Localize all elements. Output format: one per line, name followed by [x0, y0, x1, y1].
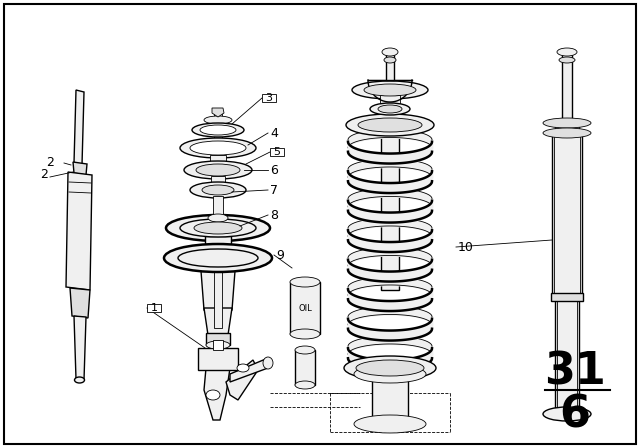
- Polygon shape: [226, 360, 258, 400]
- Polygon shape: [212, 108, 224, 117]
- Bar: [213, 196, 223, 218]
- Text: 3: 3: [266, 93, 273, 103]
- Ellipse shape: [206, 341, 230, 349]
- Ellipse shape: [543, 407, 591, 421]
- Polygon shape: [200, 258, 236, 310]
- Ellipse shape: [190, 141, 246, 155]
- Polygon shape: [74, 316, 86, 380]
- Bar: [262, 94, 276, 102]
- Ellipse shape: [166, 215, 270, 241]
- Bar: [295, 350, 315, 385]
- Text: 2: 2: [46, 155, 54, 168]
- Bar: [147, 304, 161, 312]
- Ellipse shape: [346, 114, 434, 136]
- Text: 1: 1: [150, 303, 157, 313]
- Bar: [551, 293, 583, 301]
- Ellipse shape: [164, 244, 272, 272]
- Bar: [372, 374, 408, 424]
- Bar: [555, 299, 579, 414]
- Ellipse shape: [200, 125, 236, 135]
- Ellipse shape: [559, 57, 575, 63]
- Ellipse shape: [543, 128, 591, 138]
- Text: 2: 2: [40, 168, 48, 181]
- Ellipse shape: [557, 48, 577, 56]
- Ellipse shape: [192, 123, 244, 137]
- Ellipse shape: [290, 277, 320, 287]
- Bar: [562, 52, 572, 127]
- Polygon shape: [204, 308, 232, 335]
- Ellipse shape: [352, 81, 428, 99]
- Ellipse shape: [364, 84, 416, 96]
- Bar: [214, 108, 222, 328]
- Ellipse shape: [184, 161, 252, 179]
- Ellipse shape: [263, 357, 273, 369]
- Bar: [205, 236, 231, 258]
- Text: 31: 31: [544, 350, 606, 393]
- Text: 9: 9: [276, 249, 284, 262]
- Ellipse shape: [178, 249, 258, 267]
- Bar: [210, 155, 226, 167]
- Text: 4: 4: [270, 126, 278, 139]
- Text: 8: 8: [270, 208, 278, 221]
- Bar: [270, 148, 284, 156]
- Ellipse shape: [196, 164, 240, 176]
- Ellipse shape: [202, 185, 234, 195]
- Bar: [206, 333, 230, 345]
- Polygon shape: [204, 368, 230, 420]
- Text: 6: 6: [270, 164, 278, 177]
- Ellipse shape: [206, 390, 220, 400]
- Text: OIL: OIL: [298, 303, 312, 313]
- Bar: [386, 52, 394, 80]
- Ellipse shape: [370, 103, 410, 115]
- Ellipse shape: [290, 329, 320, 339]
- Ellipse shape: [295, 346, 315, 354]
- Bar: [211, 176, 225, 186]
- Text: 6: 6: [559, 393, 591, 436]
- Polygon shape: [70, 288, 90, 318]
- Polygon shape: [230, 358, 268, 382]
- Ellipse shape: [354, 415, 426, 433]
- Polygon shape: [368, 80, 412, 102]
- Ellipse shape: [190, 182, 246, 198]
- Ellipse shape: [180, 138, 256, 158]
- Ellipse shape: [204, 116, 232, 124]
- Text: 5: 5: [273, 147, 280, 157]
- Text: 10: 10: [458, 241, 474, 254]
- Ellipse shape: [356, 360, 424, 376]
- Ellipse shape: [384, 57, 396, 63]
- Ellipse shape: [208, 214, 228, 222]
- Ellipse shape: [382, 48, 398, 56]
- Ellipse shape: [180, 219, 256, 237]
- Bar: [213, 340, 223, 350]
- Bar: [290, 282, 320, 334]
- Bar: [380, 95, 400, 109]
- Ellipse shape: [543, 118, 591, 128]
- Text: 7: 7: [270, 184, 278, 197]
- Ellipse shape: [194, 222, 242, 234]
- Ellipse shape: [295, 381, 315, 389]
- Ellipse shape: [354, 365, 426, 383]
- Ellipse shape: [74, 377, 84, 383]
- Bar: [198, 348, 238, 370]
- Bar: [381, 130, 399, 290]
- Ellipse shape: [358, 118, 422, 132]
- Bar: [552, 130, 582, 295]
- Ellipse shape: [344, 356, 436, 380]
- Polygon shape: [74, 90, 84, 165]
- Ellipse shape: [378, 105, 402, 113]
- Polygon shape: [66, 172, 92, 290]
- Bar: [555, 123, 579, 133]
- Polygon shape: [73, 162, 87, 175]
- Ellipse shape: [237, 364, 249, 372]
